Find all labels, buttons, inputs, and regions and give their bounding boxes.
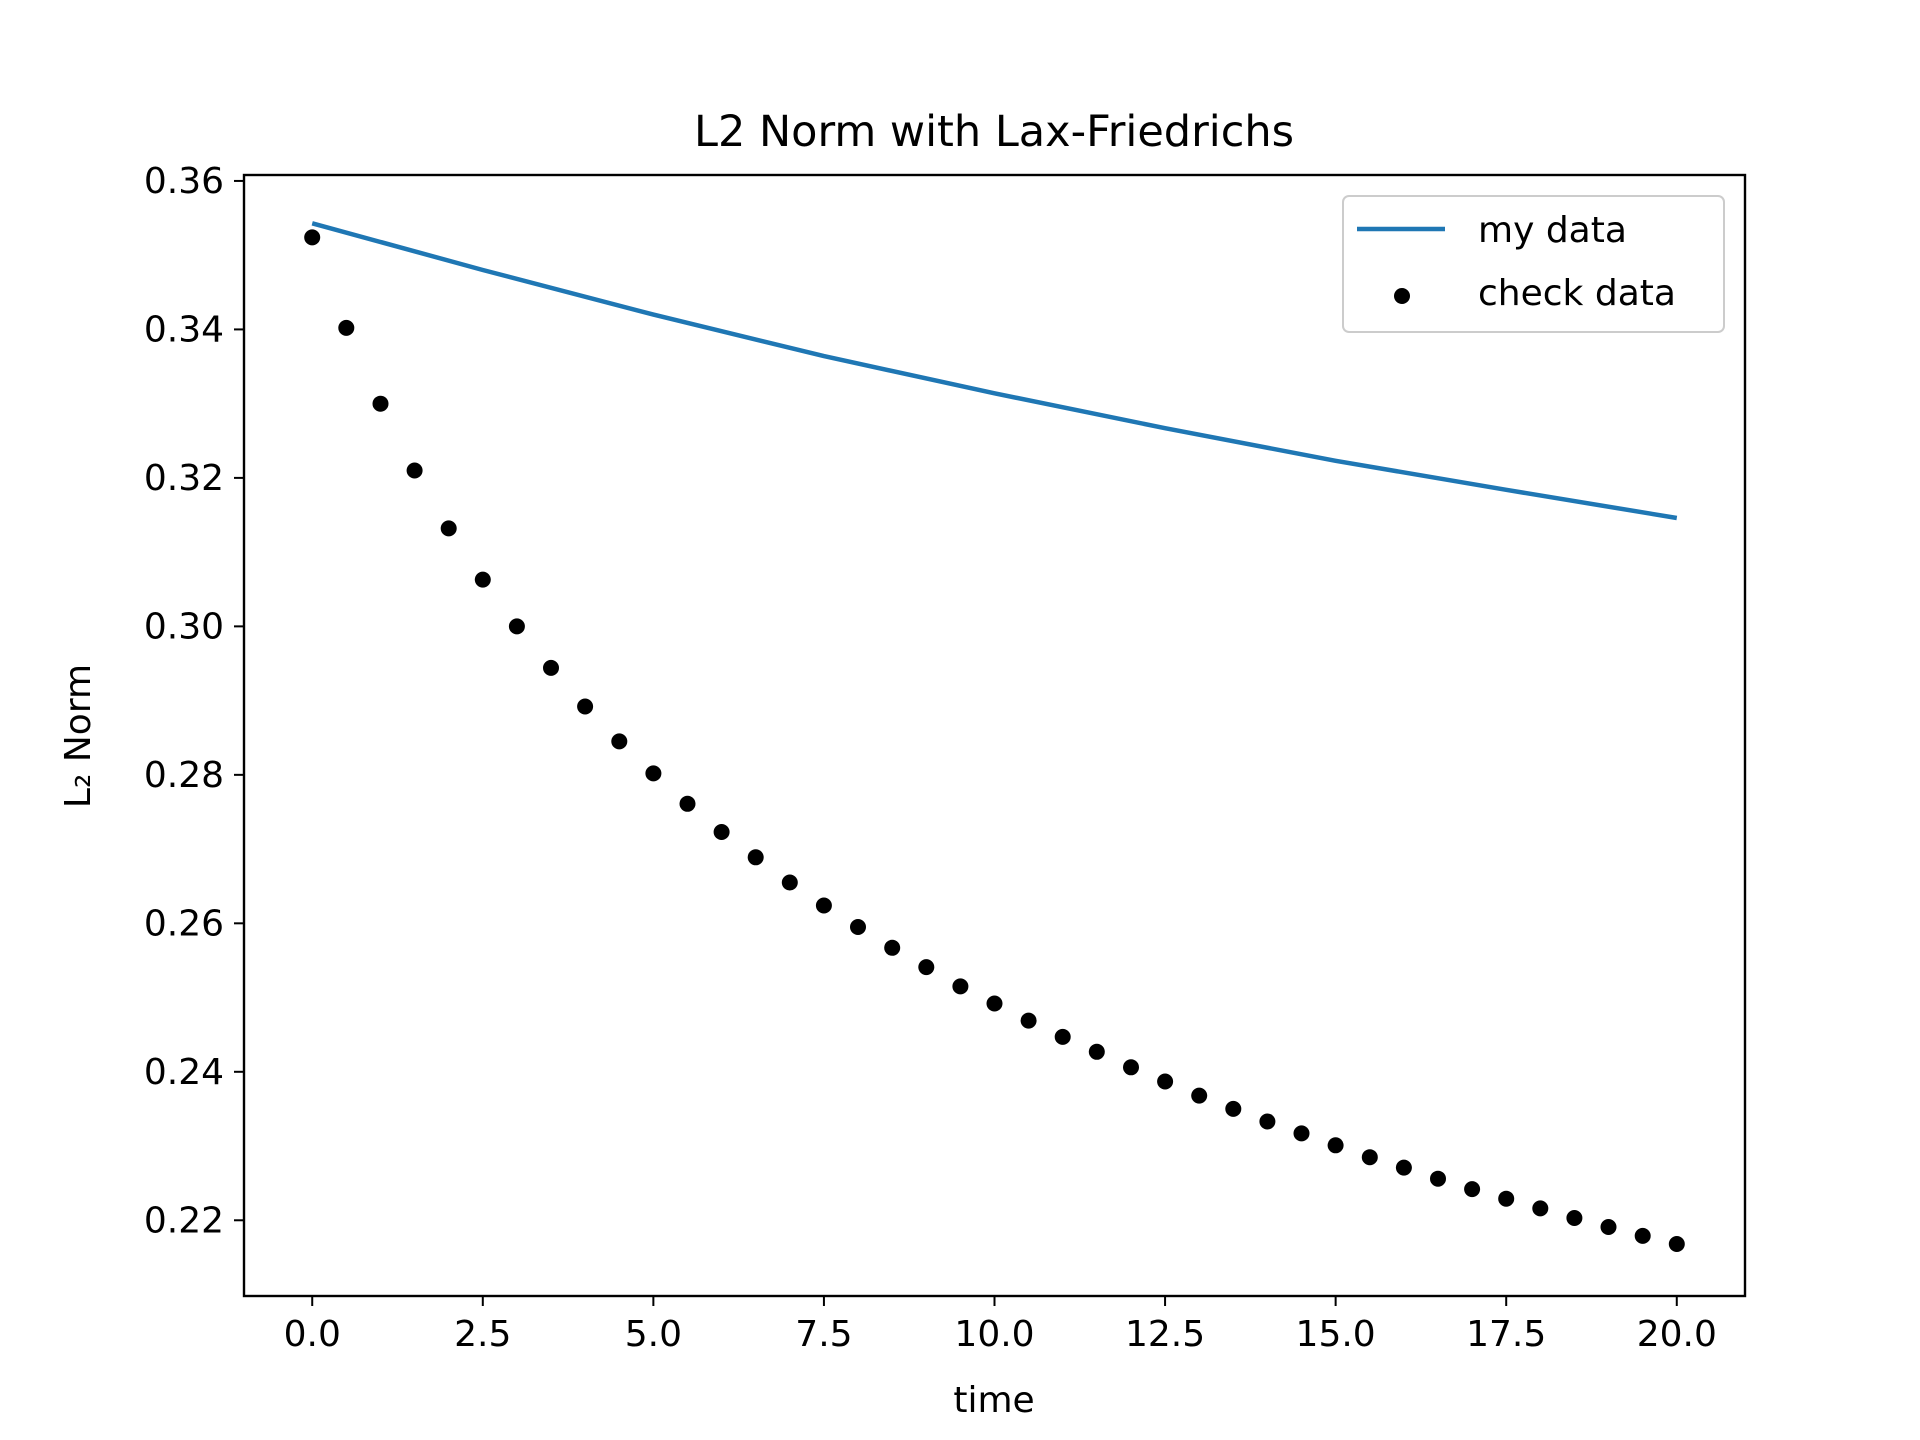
data-point-check-data [986,995,1003,1012]
data-point-check-data [1157,1073,1174,1090]
data-point-check-data [1600,1219,1617,1235]
data-point-check-data [508,618,525,635]
x-tick-label: 0.0 [284,1314,341,1355]
x-tick-label: 10.0 [954,1314,1034,1355]
x-axis: 0.0 2.5 5.0 7.5 10.0 12.5 15.0 17.5 20.0 [284,1296,1717,1355]
data-point-check-data [1532,1200,1549,1217]
data-point-check-data [884,939,901,956]
data-point-check-data [304,229,321,246]
y-tick-label: 0.24 [144,1052,224,1093]
x-tick-label: 17.5 [1466,1314,1546,1355]
legend-label-my-data: my data [1478,210,1627,251]
data-point-check-data [850,919,866,935]
data-point-check-data [1395,1159,1412,1176]
y-tick-label: 0.32 [144,458,224,499]
plot-area [304,221,1685,1252]
data-point-check-data [406,462,423,479]
legend-marker-swatch [1394,288,1410,304]
data-point-check-data [645,765,662,782]
y-tick-label: 0.30 [144,606,224,647]
data-point-check-data [1498,1190,1515,1207]
data-point-check-data [713,824,730,840]
x-tick-label: 15.0 [1296,1314,1376,1355]
y-axis-label: L₂ Norm [58,664,99,808]
data-point-check-data [952,978,969,995]
data-point-check-data [1566,1210,1583,1226]
data-point-check-data [1634,1227,1651,1244]
data-point-check-data [1430,1170,1446,1187]
data-point-check-data [781,874,798,891]
y-tick-label: 0.28 [144,755,224,796]
data-point-check-data [1464,1181,1481,1198]
data-point-check-data [1191,1087,1208,1104]
x-axis-label: time [953,1380,1034,1421]
data-point-check-data [747,849,764,866]
chart-title: L2 Norm with Lax-Friedrichs [694,107,1294,157]
data-point-check-data [1293,1125,1310,1142]
data-point-check-data [918,959,935,976]
data-point-check-data [372,395,389,412]
y-axis: 0.22 0.24 0.26 0.28 0.30 0.32 0.34 0.36 [144,161,244,1241]
data-point-check-data [543,659,559,676]
data-point-check-data [679,795,696,812]
data-point-check-data [1668,1236,1685,1252]
series-line-my-data [311,221,1678,521]
x-tick-label: 7.5 [795,1314,852,1355]
data-point-check-data [1361,1149,1378,1166]
data-point-check-data [474,571,491,588]
data-point-check-data [440,520,457,537]
data-point-check-data [1123,1059,1139,1076]
x-tick-label: 5.0 [625,1314,682,1355]
data-point-check-data [1088,1043,1105,1060]
data-point-check-data [1225,1100,1242,1117]
data-point-check-data [1259,1113,1276,1130]
data-point-check-data [1327,1137,1344,1154]
data-point-check-data [577,698,594,715]
legend-label-check-data: check data [1478,273,1676,314]
y-tick-label: 0.22 [144,1200,224,1241]
x-tick-label: 2.5 [454,1314,511,1355]
data-point-check-data [1054,1028,1071,1045]
data-point-check-data [1020,1012,1037,1029]
legend: my data check data [1342,195,1725,333]
y-tick-label: 0.26 [144,903,224,944]
plot-frame [242,173,1747,1298]
data-point-check-data [815,897,832,914]
y-tick-label: 0.36 [144,161,224,202]
data-point-check-data [338,319,355,336]
y-tick-label: 0.34 [144,309,224,350]
x-tick-label: 12.5 [1125,1314,1205,1355]
data-point-check-data [611,733,628,750]
x-tick-label: 20.0 [1637,1314,1717,1355]
